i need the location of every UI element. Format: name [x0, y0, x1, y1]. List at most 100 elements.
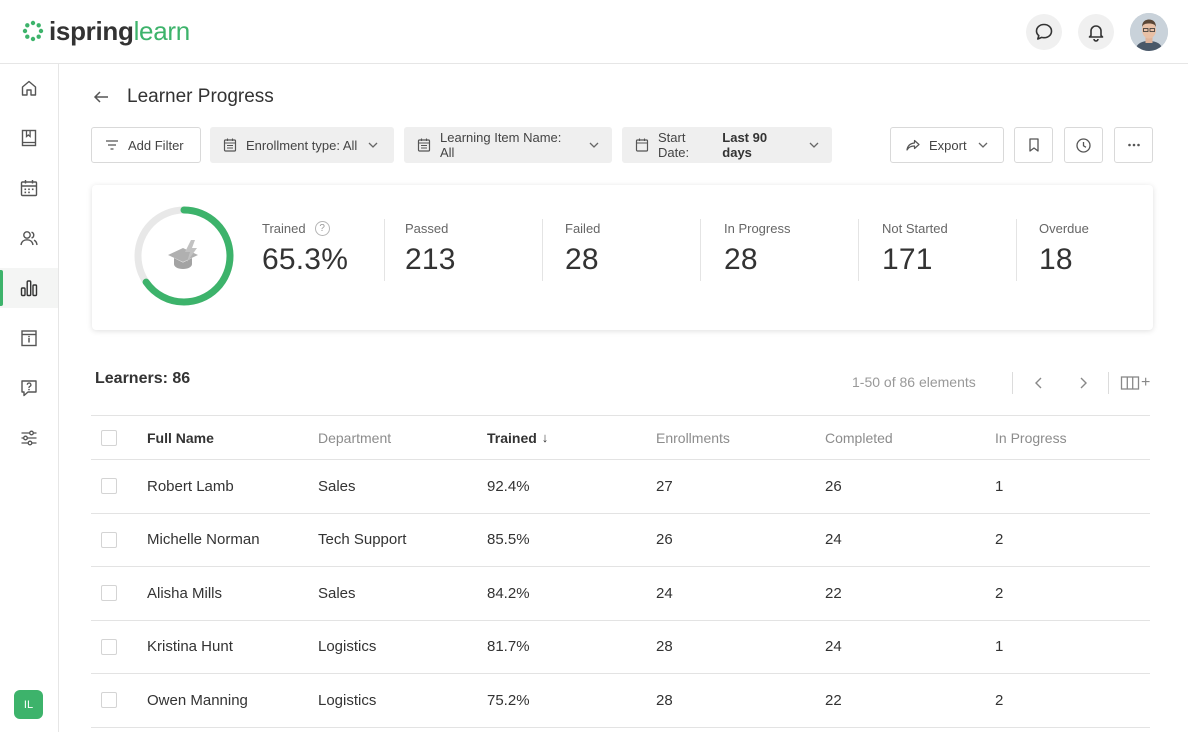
stat-overdue-value: 18: [1039, 243, 1073, 276]
top-bar: ispringlearn: [0, 0, 1188, 64]
back-button[interactable]: [92, 88, 110, 106]
chat-bubble-icon: [1035, 23, 1053, 40]
learners-count: Learners: 86: [95, 370, 191, 387]
column-header-enrollments[interactable]: Enrollments: [656, 429, 730, 446]
cell-enrollments: 28: [656, 638, 673, 656]
sidebar-item-home[interactable]: [0, 68, 58, 108]
export-button[interactable]: Export: [890, 127, 1004, 163]
cell-full-name[interactable]: Kristina Hunt: [147, 638, 233, 656]
add-filter-label: Add Filter: [128, 137, 184, 153]
row-checkbox[interactable]: [101, 531, 117, 548]
cell-enrollments: 27: [656, 477, 673, 495]
ispring-flower-icon: [22, 20, 44, 42]
cell-department: Logistics: [318, 638, 377, 656]
users-icon: [20, 231, 38, 246]
cell-trained: 75.2%: [487, 691, 530, 709]
add-filter-button[interactable]: Add Filter: [91, 127, 201, 163]
cell-full-name[interactable]: Alisha Mills: [147, 584, 223, 602]
sliders-icon: [21, 430, 37, 446]
sidebar-item-info[interactable]: [0, 318, 58, 358]
column-header-trained[interactable]: Trained ↓: [487, 416, 548, 459]
cell-completed: 22: [825, 691, 842, 709]
cell-full-name[interactable]: Robert Lamb: [147, 477, 234, 495]
table-row[interactable]: Robert Lamb Sales 92.4% 27 26 1: [91, 460, 1150, 514]
sidebar-item-settings[interactable]: [0, 418, 58, 458]
calendar-icon: [223, 138, 237, 152]
graduation-cap-icon: [168, 240, 198, 269]
chevron-down-icon: [978, 142, 988, 148]
chevron-down-icon: [809, 142, 819, 148]
sidebar-item-calendar[interactable]: [0, 168, 58, 208]
cell-full-name[interactable]: Michelle Norman: [147, 531, 260, 549]
row-checkbox[interactable]: [101, 585, 117, 602]
question-icon: [21, 380, 37, 397]
logo-text: ispringlearn: [49, 16, 190, 46]
stat-divider: [858, 219, 859, 281]
bookmark-button[interactable]: [1014, 127, 1053, 163]
pager-divider: [1012, 372, 1013, 394]
columns-button[interactable]: +: [1120, 371, 1156, 395]
stat-failed-value: 28: [565, 243, 599, 276]
cell-in-progress: 2: [995, 691, 1004, 709]
cell-trained: 85.5%: [487, 531, 530, 549]
bell-icon: [1088, 25, 1104, 42]
avatar[interactable]: [1130, 13, 1168, 51]
columns-icon: [1120, 376, 1140, 390]
sidebar: IL: [0, 64, 59, 732]
trained-progress-ring: [134, 206, 234, 306]
row-checkbox[interactable]: [101, 478, 117, 495]
sidebar-item-quiz[interactable]: [0, 368, 58, 408]
start-date-filter[interactable]: Start Date: Last 90 days: [622, 127, 832, 163]
user-photo-icon: [1130, 13, 1168, 51]
stat-trained-value: 65.3%: [262, 243, 349, 276]
cell-completed: 24: [825, 638, 842, 656]
stat-divider: [384, 219, 385, 281]
stat-in-progress-label: In Progress: [724, 220, 791, 236]
sidebar-item-library[interactable]: [0, 118, 58, 158]
cell-department: Sales: [318, 477, 356, 495]
clock-icon: [1076, 137, 1091, 153]
column-header-in-progress[interactable]: In Progress: [995, 429, 1067, 446]
pager-divider: [1108, 372, 1109, 394]
chat-button[interactable]: [1026, 14, 1062, 50]
sidebar-item-reports[interactable]: [0, 268, 58, 308]
table-row[interactable]: Alisha Mills Sales 84.2% 24 22 2: [91, 567, 1150, 621]
table-header-row: Full Name Department Trained ↓ Enrollment…: [91, 415, 1150, 460]
history-button[interactable]: [1064, 127, 1103, 163]
cell-department: Tech Support: [318, 531, 407, 549]
learning-item-filter[interactable]: Learning Item Name: All: [404, 127, 612, 163]
learning-item-label: Learning Item Name: All: [440, 130, 562, 160]
stat-not-started: Not Started 171: [882, 219, 948, 277]
notifications-button[interactable]: [1078, 14, 1114, 50]
column-header-full-name[interactable]: Full Name: [147, 429, 214, 446]
page-title: Learner Progress: [127, 86, 274, 107]
prev-page-button[interactable]: [1027, 371, 1051, 395]
table-row[interactable]: Owen Manning Logistics 75.2% 28 22 2: [91, 674, 1150, 728]
stat-failed-label: Failed: [565, 220, 601, 236]
row-checkbox[interactable]: [101, 692, 117, 709]
sidebar-item-users[interactable]: [0, 218, 58, 258]
enrollment-type-filter[interactable]: Enrollment type: All: [210, 127, 394, 163]
cell-full-name[interactable]: Owen Manning: [147, 691, 248, 709]
table-row[interactable]: Michelle Norman Tech Support 85.5% 26 24…: [91, 514, 1150, 567]
more-options-button[interactable]: [1114, 127, 1153, 163]
chevron-right-icon: [1080, 377, 1087, 389]
start-date-label: Start Date:: [658, 130, 690, 160]
next-page-button[interactable]: [1071, 371, 1095, 395]
logo[interactable]: ispringlearn: [22, 16, 190, 46]
export-label: Export: [929, 137, 967, 153]
column-header-department[interactable]: Department: [318, 429, 392, 446]
column-header-trained-label: Trained: [487, 429, 537, 446]
enrollment-type-label: Enrollment type: All: [246, 137, 358, 153]
cell-in-progress: 1: [995, 638, 1004, 656]
user-initials-badge[interactable]: IL: [14, 690, 43, 719]
stat-passed: Passed 213: [405, 219, 456, 277]
arrow-left-icon: [93, 91, 108, 103]
help-icon[interactable]: ?: [314, 220, 330, 236]
select-all-checkbox[interactable]: [101, 429, 117, 446]
table-row[interactable]: Kristina Hunt Logistics 81.7% 28 24 1: [91, 621, 1150, 674]
stat-passed-value: 213: [405, 243, 456, 276]
row-checkbox[interactable]: [101, 638, 117, 655]
column-header-completed[interactable]: Completed: [825, 429, 893, 446]
